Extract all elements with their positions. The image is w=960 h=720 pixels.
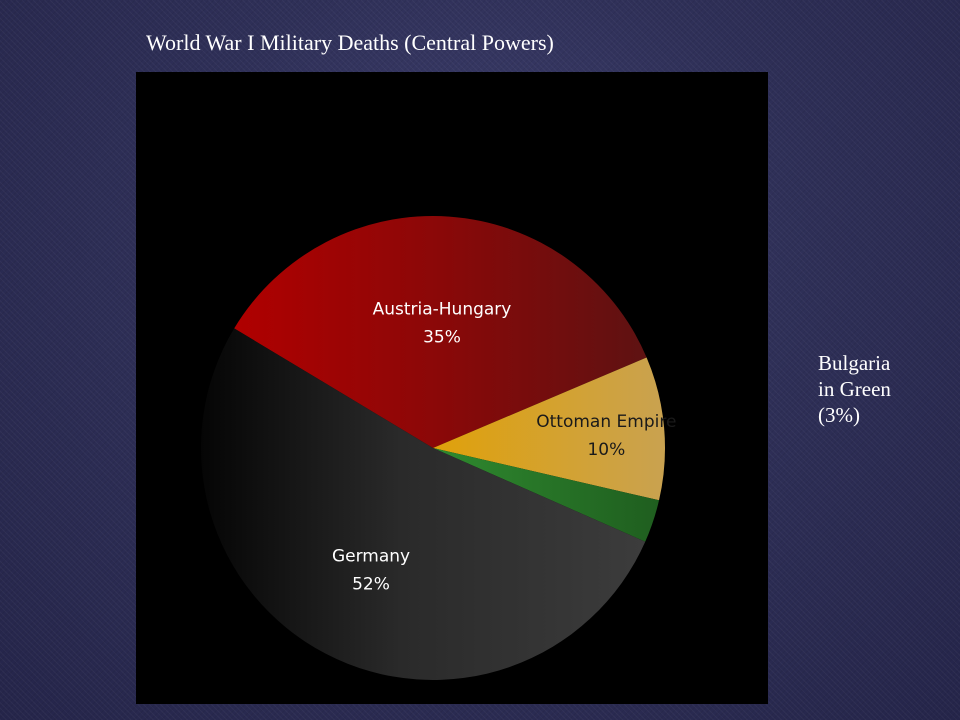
slide-title: World War I Military Deaths (Central Pow… <box>146 30 554 55</box>
pie-percent-ottoman-empire: 10% <box>587 440 625 460</box>
bulgaria-note-line-1: Bulgaria <box>818 351 891 375</box>
bulgaria-note-line-3: (3%) <box>818 403 860 427</box>
pie-percent-germany: 52% <box>352 574 390 594</box>
pie-percent-austria-hungary: 35% <box>423 328 461 348</box>
pie-slice-ottoman-empire <box>433 357 666 501</box>
bulgaria-note-line-2: in Green <box>818 377 891 401</box>
pie-label-ottoman-empire: Ottoman Empire <box>536 412 676 432</box>
pie-slice-bulgaria <box>433 448 660 542</box>
pie-chart-svg: Austria-Hungary 35% Ottoman Empire 10% Germa… <box>201 216 676 681</box>
pie-label-germany: Germany <box>332 546 410 566</box>
pie-chart: Austria-Hungary 35% Ottoman Empire 10% Germa… <box>136 72 768 704</box>
pie-label-austria-hungary: Austria-Hungary <box>373 300 512 320</box>
pie-slice-germany <box>201 328 646 681</box>
pie-slice-austria-hungary <box>234 216 647 448</box>
bulgaria-note: Bulgaria in Green (3%) <box>818 350 938 428</box>
